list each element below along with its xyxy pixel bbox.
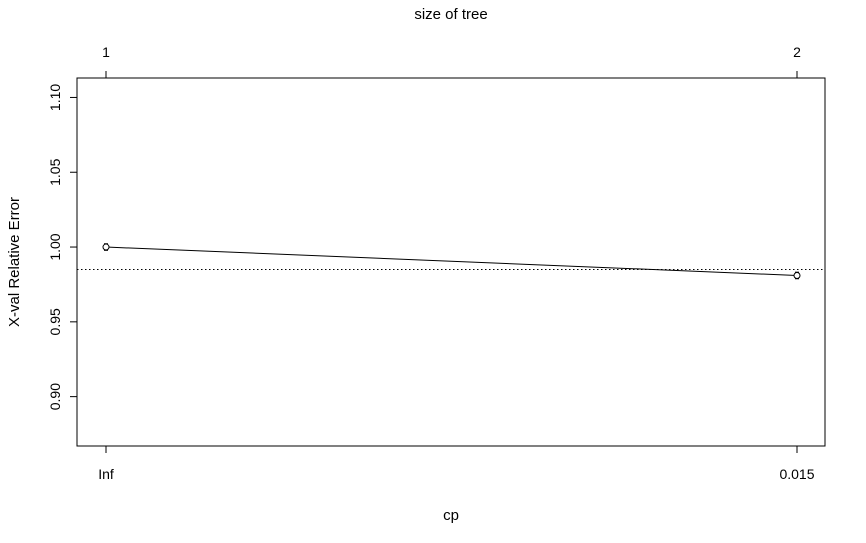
y-tick-label: 1.00: [47, 233, 63, 260]
x-tick-label: Inf: [98, 466, 114, 482]
x-tick-label: 0.015: [779, 466, 814, 482]
top-tick-label: 2: [793, 44, 801, 60]
top-tick-label: 1: [102, 44, 110, 60]
top-axis-title: size of tree: [414, 6, 487, 23]
plot-frame: [76, 77, 826, 447]
data-point: [793, 271, 801, 279]
y-tick-label: 0.90: [47, 383, 63, 410]
data-point: [102, 243, 110, 251]
y-axis-title: X-val Relative Error: [6, 197, 23, 327]
x-axis-title: cp: [443, 507, 459, 524]
series-line: [105, 246, 798, 276]
y-tick-label: 1.10: [47, 84, 63, 111]
y-tick-label: 0.95: [47, 308, 63, 335]
y-tick-label: 1.05: [47, 158, 63, 185]
